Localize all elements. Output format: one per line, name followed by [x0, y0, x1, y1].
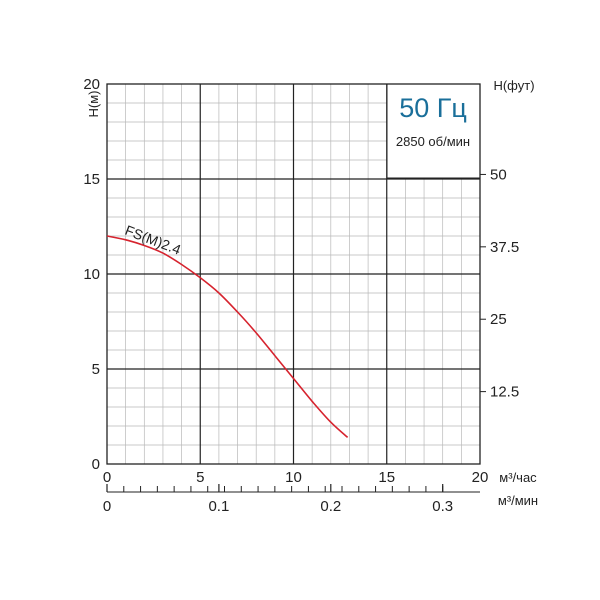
right-axis-ticks: 12.5 25 37.5 50: [480, 166, 519, 401]
left-tick-label: 15: [83, 171, 100, 188]
bottom-x-axis-unit: м³/мин: [498, 493, 538, 508]
top-x-tick-label: 0: [103, 469, 111, 486]
right-tick-label: 50: [490, 166, 507, 183]
bottom-x-axis-ticks: 0 0.1 0.2 0.3: [103, 484, 453, 515]
bottom-x-tick-label: 0.1: [208, 498, 229, 515]
major-grid: [107, 84, 480, 464]
left-axis-ticks: 0 5 10 15 20: [83, 76, 100, 473]
bottom-x-tick-label: 0.3: [432, 498, 453, 515]
right-axis-label: H(фут): [493, 78, 534, 93]
top-x-tick-label: 10: [285, 469, 302, 486]
left-axis-label: H(м): [86, 91, 101, 118]
top-x-axis-unit: м³/час: [499, 470, 537, 485]
right-tick-label: 12.5: [490, 384, 519, 401]
bottom-x-tick-label: 0: [103, 498, 111, 515]
series-curve-fs-m-2-4: [106, 235, 349, 438]
frequency-label: 50 Гц: [399, 93, 467, 123]
right-tick-label: 25: [490, 311, 507, 328]
left-tick-label: 20: [83, 76, 100, 93]
plot-frame: [106, 83, 481, 465]
series-label-fs-m-2-4: FS(M)2.4: [123, 222, 183, 258]
left-tick-label: 5: [92, 361, 100, 378]
bottom-x-tick-label: 0.2: [320, 498, 341, 515]
left-tick-label: 10: [83, 266, 100, 283]
top-x-tick-label: 5: [196, 469, 204, 486]
speed-label: 2850 об/мин: [396, 134, 470, 149]
right-tick-label: 37.5: [490, 239, 519, 256]
info-box: [386, 83, 481, 179]
left-tick-label: 0: [92, 456, 100, 473]
top-x-tick-label: 15: [378, 469, 395, 486]
top-x-tick-label: 20: [472, 469, 489, 486]
top-x-axis-ticks: 0 5 10 15 20: [103, 469, 489, 486]
